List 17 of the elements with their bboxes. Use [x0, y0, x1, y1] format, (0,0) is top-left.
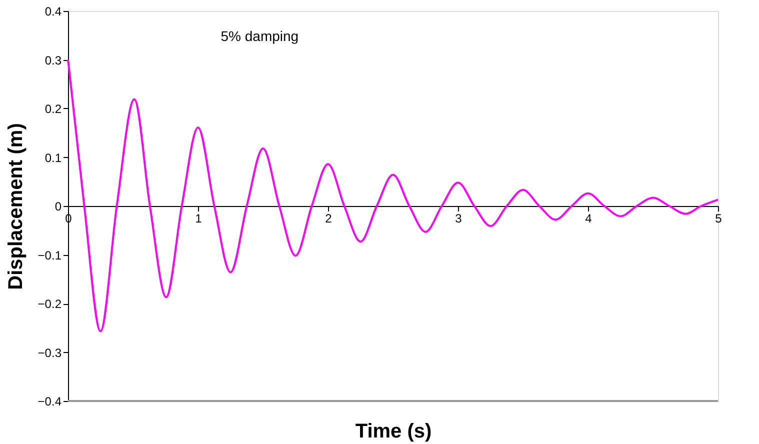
x-tick-label: 2 — [325, 212, 332, 226]
x-tick-label: 3 — [455, 212, 462, 226]
y-tick-label: 0.4 — [44, 4, 62, 18]
x-axis-title: Time (s) — [355, 420, 432, 442]
annotation: 5% damping — [220, 28, 299, 44]
y-tick-label: 0.2 — [44, 102, 62, 116]
y-tick-label: −0.4 — [38, 394, 62, 408]
y-tick-label: 0 — [54, 200, 62, 214]
y-axis-title: Displacement (m) — [4, 123, 27, 290]
x-tick-label: 1 — [195, 212, 202, 226]
x-tick-label: 5 — [715, 212, 722, 226]
y-tick-label: 0.3 — [44, 53, 62, 68]
x-tick-label: 4 — [585, 212, 592, 226]
y-tick-label: −0.2 — [38, 297, 62, 311]
y-tick-label: −0.3 — [38, 346, 62, 360]
y-tick-label: −0.1 — [38, 248, 62, 262]
y-tick-label: 0.1 — [44, 150, 62, 165]
